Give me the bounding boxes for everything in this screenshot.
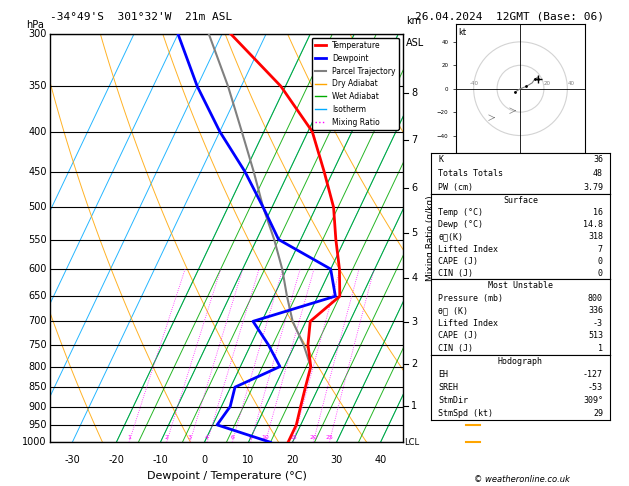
Text: EH: EH — [438, 370, 448, 379]
Text: SREH: SREH — [438, 383, 458, 392]
Text: 750: 750 — [28, 340, 47, 350]
Text: -34°49'S  301°32'W  21m ASL: -34°49'S 301°32'W 21m ASL — [50, 12, 233, 22]
Text: 600: 600 — [28, 264, 47, 274]
Text: Pressure (mb): Pressure (mb) — [438, 294, 503, 303]
Text: 400: 400 — [28, 126, 47, 137]
Text: 4: 4 — [205, 435, 209, 440]
Text: 3: 3 — [411, 317, 418, 327]
Text: 6: 6 — [230, 435, 234, 440]
Text: 4: 4 — [411, 273, 418, 283]
Text: hPa: hPa — [26, 20, 43, 30]
Text: 700: 700 — [28, 316, 47, 326]
Text: 850: 850 — [28, 382, 47, 392]
Text: CAPE (J): CAPE (J) — [438, 257, 478, 266]
Text: StmSpd (kt): StmSpd (kt) — [438, 409, 493, 418]
Text: 25: 25 — [325, 435, 333, 440]
Text: 1: 1 — [127, 435, 131, 440]
Text: Temp (°C): Temp (°C) — [438, 208, 483, 217]
Text: 350: 350 — [28, 81, 47, 91]
Text: StmDir: StmDir — [438, 396, 468, 405]
Text: -20: -20 — [108, 454, 125, 465]
Text: 40: 40 — [374, 454, 387, 465]
Text: 16: 16 — [593, 208, 603, 217]
Text: 950: 950 — [28, 420, 47, 430]
Text: © weatheronline.co.uk: © weatheronline.co.uk — [474, 474, 570, 484]
Text: K: K — [438, 156, 443, 164]
Text: 7: 7 — [598, 244, 603, 254]
Text: 309°: 309° — [583, 396, 603, 405]
Text: kt: kt — [459, 28, 467, 37]
Text: 26.04.2024  12GMT (Base: 06): 26.04.2024 12GMT (Base: 06) — [415, 12, 604, 22]
Text: LCL: LCL — [404, 438, 420, 447]
Text: Dewpoint / Temperature (°C): Dewpoint / Temperature (°C) — [147, 471, 306, 481]
Text: Surface: Surface — [503, 196, 538, 205]
Text: 1000: 1000 — [22, 437, 47, 447]
Text: 40: 40 — [567, 81, 574, 87]
Text: 318: 318 — [588, 232, 603, 242]
Text: 650: 650 — [28, 291, 47, 301]
Text: Hodograph: Hodograph — [498, 357, 543, 366]
Text: 0: 0 — [598, 257, 603, 266]
Text: 8: 8 — [249, 435, 253, 440]
Text: 10: 10 — [262, 435, 269, 440]
Text: 3: 3 — [188, 435, 192, 440]
Text: 8: 8 — [411, 88, 418, 98]
Text: 800: 800 — [588, 294, 603, 303]
Text: 20: 20 — [544, 81, 551, 87]
Text: Most Unstable: Most Unstable — [488, 281, 553, 290]
Text: 36: 36 — [593, 156, 603, 164]
Text: 0: 0 — [201, 454, 208, 465]
Text: 0: 0 — [598, 269, 603, 278]
Text: 550: 550 — [28, 235, 47, 244]
Text: 20: 20 — [286, 454, 299, 465]
Text: 10: 10 — [242, 454, 255, 465]
Text: -127: -127 — [583, 370, 603, 379]
Text: 15: 15 — [289, 435, 297, 440]
Text: 2: 2 — [165, 435, 169, 440]
Text: θᴇ(K): θᴇ(K) — [438, 232, 463, 242]
Text: Lifted Index: Lifted Index — [438, 244, 498, 254]
Text: Mixing Ratio (g/kg): Mixing Ratio (g/kg) — [426, 195, 435, 281]
Text: -53: -53 — [588, 383, 603, 392]
Text: 48: 48 — [593, 169, 603, 178]
Text: 29: 29 — [593, 409, 603, 418]
Text: 1: 1 — [598, 344, 603, 353]
Text: 3.79: 3.79 — [583, 183, 603, 192]
Text: km: km — [406, 16, 421, 26]
Text: Dewp (°C): Dewp (°C) — [438, 220, 483, 229]
Text: -10: -10 — [152, 454, 169, 465]
Text: 336: 336 — [588, 306, 603, 315]
Text: 450: 450 — [28, 167, 47, 176]
Text: 300: 300 — [28, 29, 47, 39]
Text: 7: 7 — [411, 135, 418, 145]
Text: 6: 6 — [411, 183, 418, 192]
Legend: Temperature, Dewpoint, Parcel Trajectory, Dry Adiabat, Wet Adiabat, Isotherm, Mi: Temperature, Dewpoint, Parcel Trajectory… — [311, 38, 399, 130]
Text: 1: 1 — [411, 401, 418, 411]
Text: CIN (J): CIN (J) — [438, 344, 473, 353]
Text: Totals Totals: Totals Totals — [438, 169, 503, 178]
Text: 30: 30 — [330, 454, 343, 465]
Text: ASL: ASL — [406, 38, 425, 48]
Text: θᴇ (K): θᴇ (K) — [438, 306, 468, 315]
Text: CAPE (J): CAPE (J) — [438, 331, 478, 341]
Text: 513: 513 — [588, 331, 603, 341]
Text: 500: 500 — [28, 202, 47, 212]
Text: -3: -3 — [593, 319, 603, 328]
Text: 900: 900 — [28, 401, 47, 412]
Text: -40: -40 — [470, 81, 479, 87]
Text: CIN (J): CIN (J) — [438, 269, 473, 278]
Text: PW (cm): PW (cm) — [438, 183, 473, 192]
Text: 5: 5 — [411, 228, 418, 238]
Text: 800: 800 — [28, 362, 47, 372]
Text: Lifted Index: Lifted Index — [438, 319, 498, 328]
Text: 2: 2 — [411, 360, 418, 369]
Text: 20: 20 — [309, 435, 317, 440]
Text: 14.8: 14.8 — [583, 220, 603, 229]
Text: -30: -30 — [64, 454, 81, 465]
